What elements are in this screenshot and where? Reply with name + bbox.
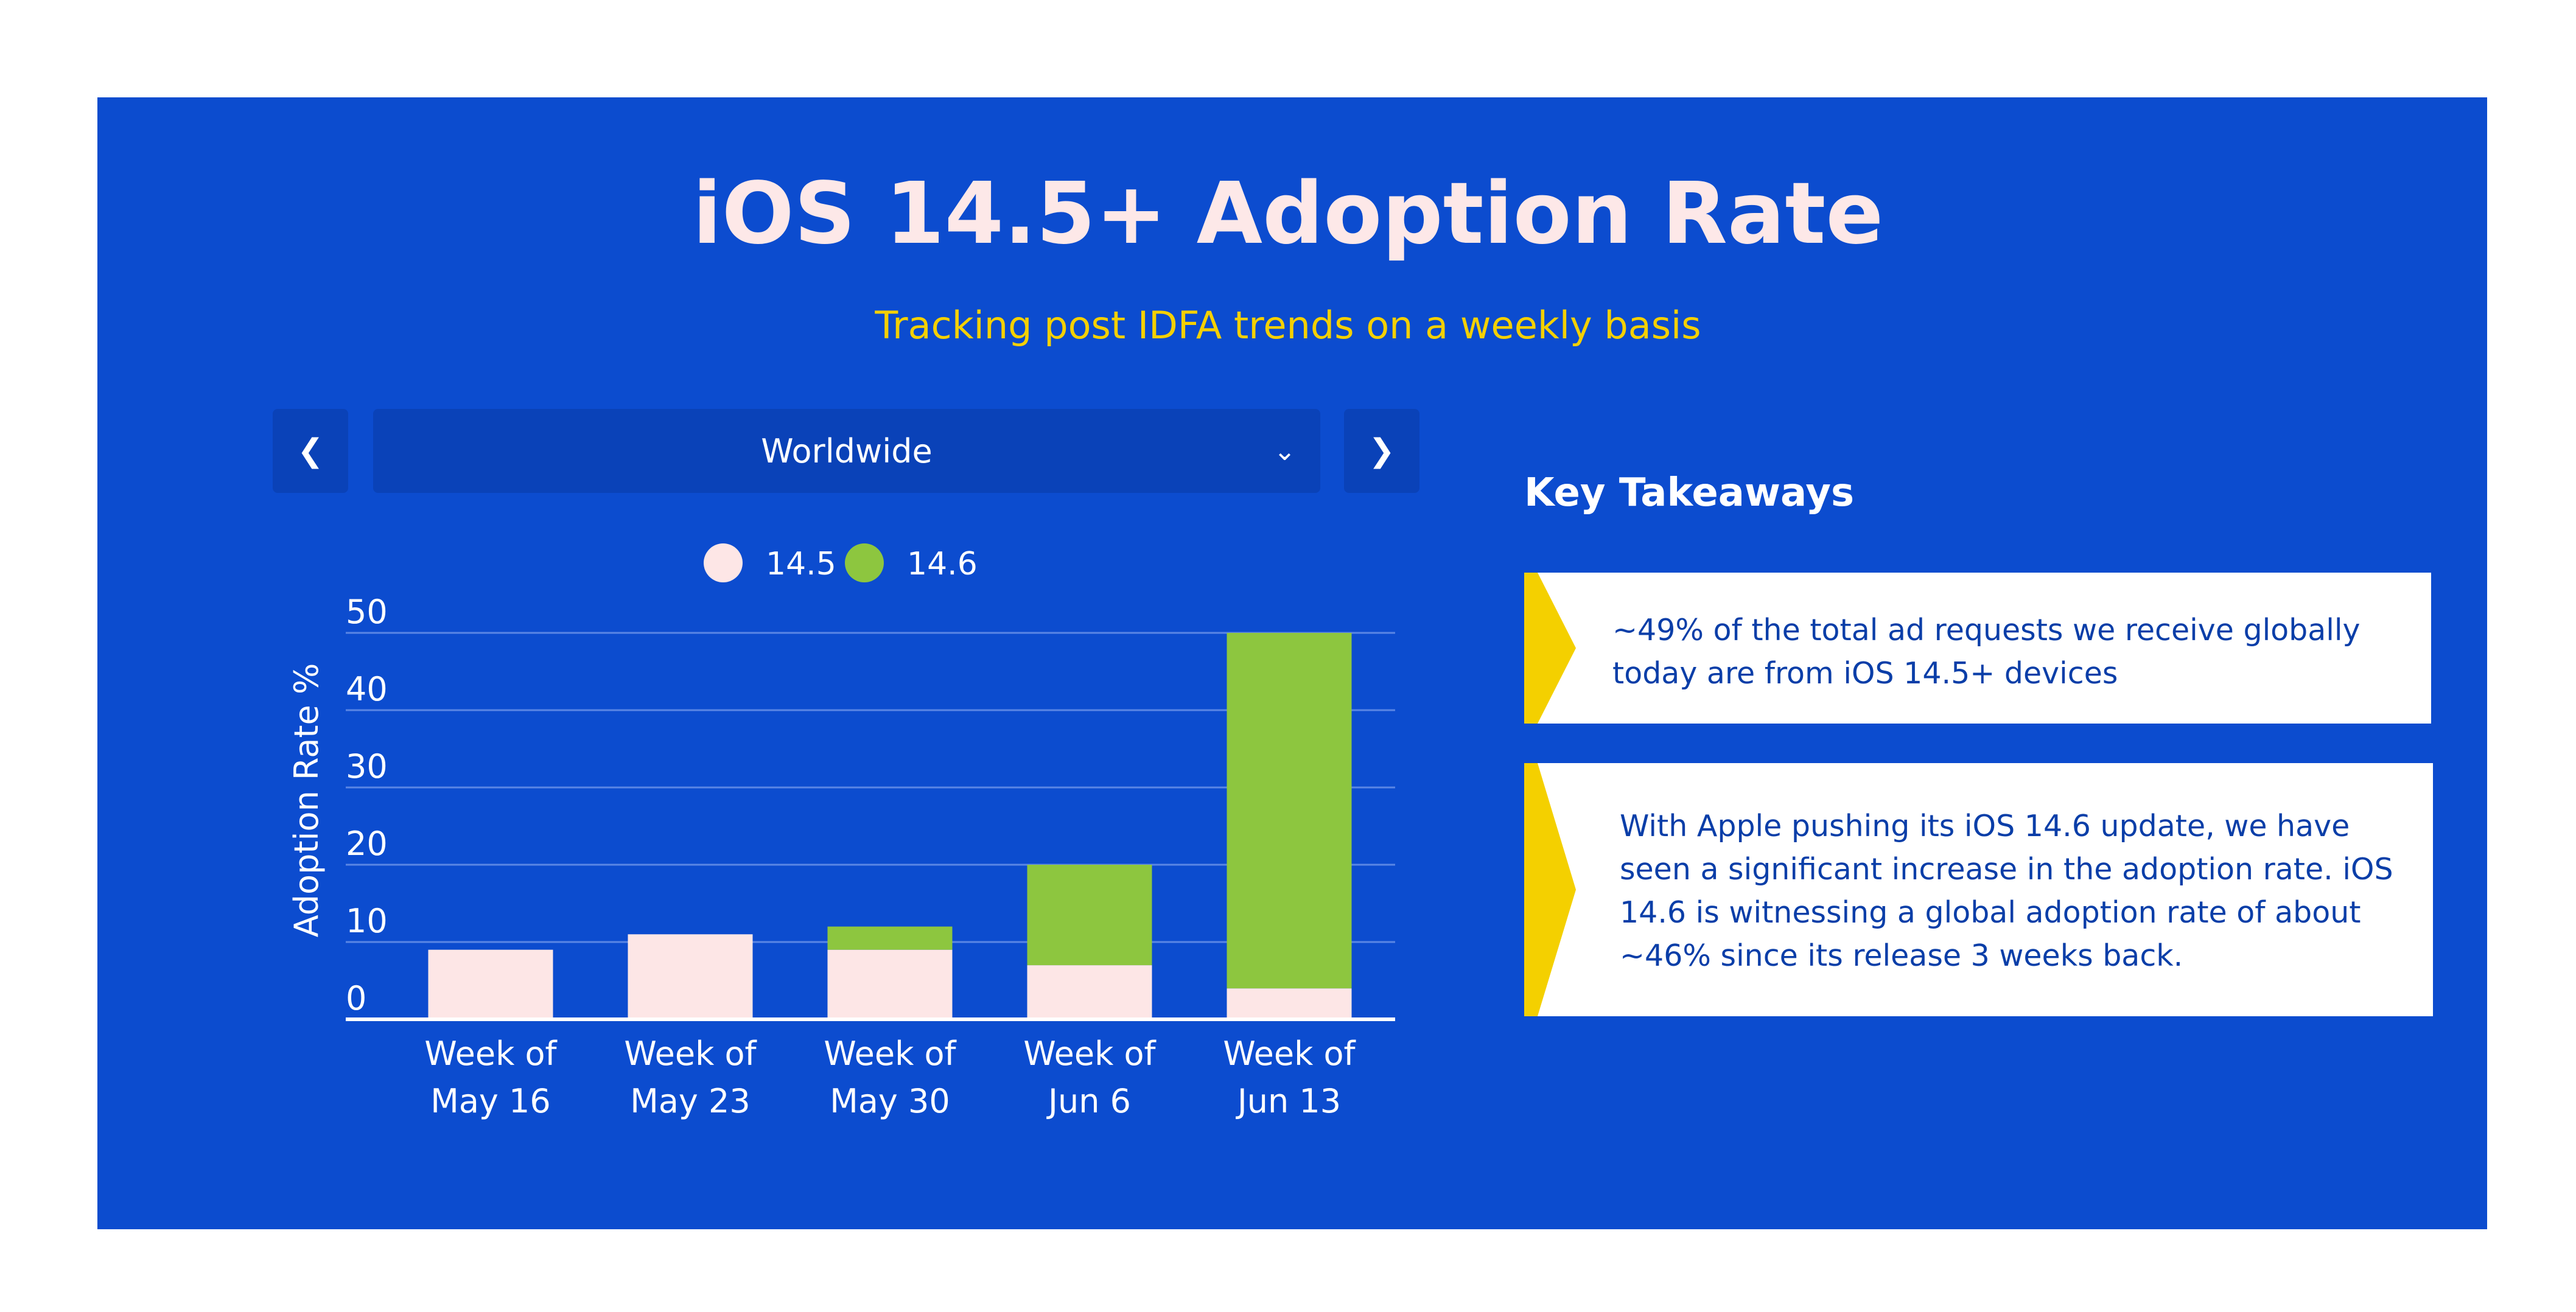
y-tick-label: 10 [346, 902, 388, 940]
bar-14-6 [827, 926, 953, 950]
legend-label: 14.5 [766, 546, 836, 582]
x-tick-label: Week of [1023, 1035, 1157, 1073]
region-dropdown-label: Worldwide [761, 431, 933, 470]
bar-14-6 [1027, 865, 1152, 966]
x-tick-label: May 16 [430, 1082, 551, 1120]
arrow-marker-icon [1524, 573, 1576, 724]
x-tick-label: Week of [824, 1035, 957, 1073]
y-tick-label: 20 [346, 825, 388, 863]
key-takeaways-heading: Key Takeaways [1524, 470, 1855, 515]
legend-swatch [704, 543, 743, 582]
bar-14-5 [1027, 965, 1152, 1019]
takeaway-card: ~49% of the total ad requests we receive… [1524, 573, 2431, 724]
y-tick-label: 30 [346, 747, 388, 786]
x-tick-label: Week of [1223, 1035, 1356, 1073]
x-tick-label: May 23 [630, 1082, 751, 1120]
page-subtitle: Tracking post IDFA trends on a weekly ba… [875, 303, 1701, 347]
chevron-right-icon: ❯ [1368, 433, 1395, 469]
previous-region-button[interactable]: ❮ [273, 409, 348, 493]
chevron-left-icon: ❮ [297, 433, 324, 469]
bar-14-5 [428, 949, 553, 1019]
x-tick-label: Week of [424, 1035, 558, 1073]
region-dropdown[interactable]: Worldwide ⌄ [373, 409, 1320, 493]
adoption-bar-chart: 0 10 20 30 40 50 Week of May 16 Week of May 23 Wee… [287, 543, 1395, 1120]
bar-14-5 [827, 949, 953, 1019]
takeaway-text: With Apple pushing its iOS 14.6 update, … [1620, 809, 2393, 973]
y-tick-label: 0 [346, 979, 366, 1017]
y-axis-label: Adoption Rate % [287, 663, 326, 937]
next-region-button[interactable]: ❯ [1344, 409, 1419, 493]
bar-14-5 [628, 934, 753, 1019]
y-tick-label: 50 [346, 593, 388, 631]
x-tick-label: Jun 6 [1046, 1082, 1131, 1120]
chevron-down-icon: ⌄ [1273, 435, 1296, 467]
takeaway-text: ~49% of the total ad requests we receive… [1612, 613, 2361, 691]
bar-14-6 [1227, 633, 1352, 989]
arrow-marker-icon [1524, 763, 1576, 1016]
x-tick-label: Week of [624, 1035, 757, 1073]
x-tick-label: May 30 [830, 1082, 950, 1120]
page-title: iOS 14.5+ Adoption Rate [692, 164, 1884, 263]
takeaway-card: With Apple pushing its iOS 14.6 update, … [1524, 763, 2433, 1016]
x-tick-label: Jun 13 [1236, 1082, 1341, 1120]
y-tick-label: 40 [346, 670, 388, 708]
bar-14-5 [1227, 988, 1352, 1019]
legend-label: 14.6 [907, 546, 978, 582]
legend-swatch [845, 543, 884, 582]
